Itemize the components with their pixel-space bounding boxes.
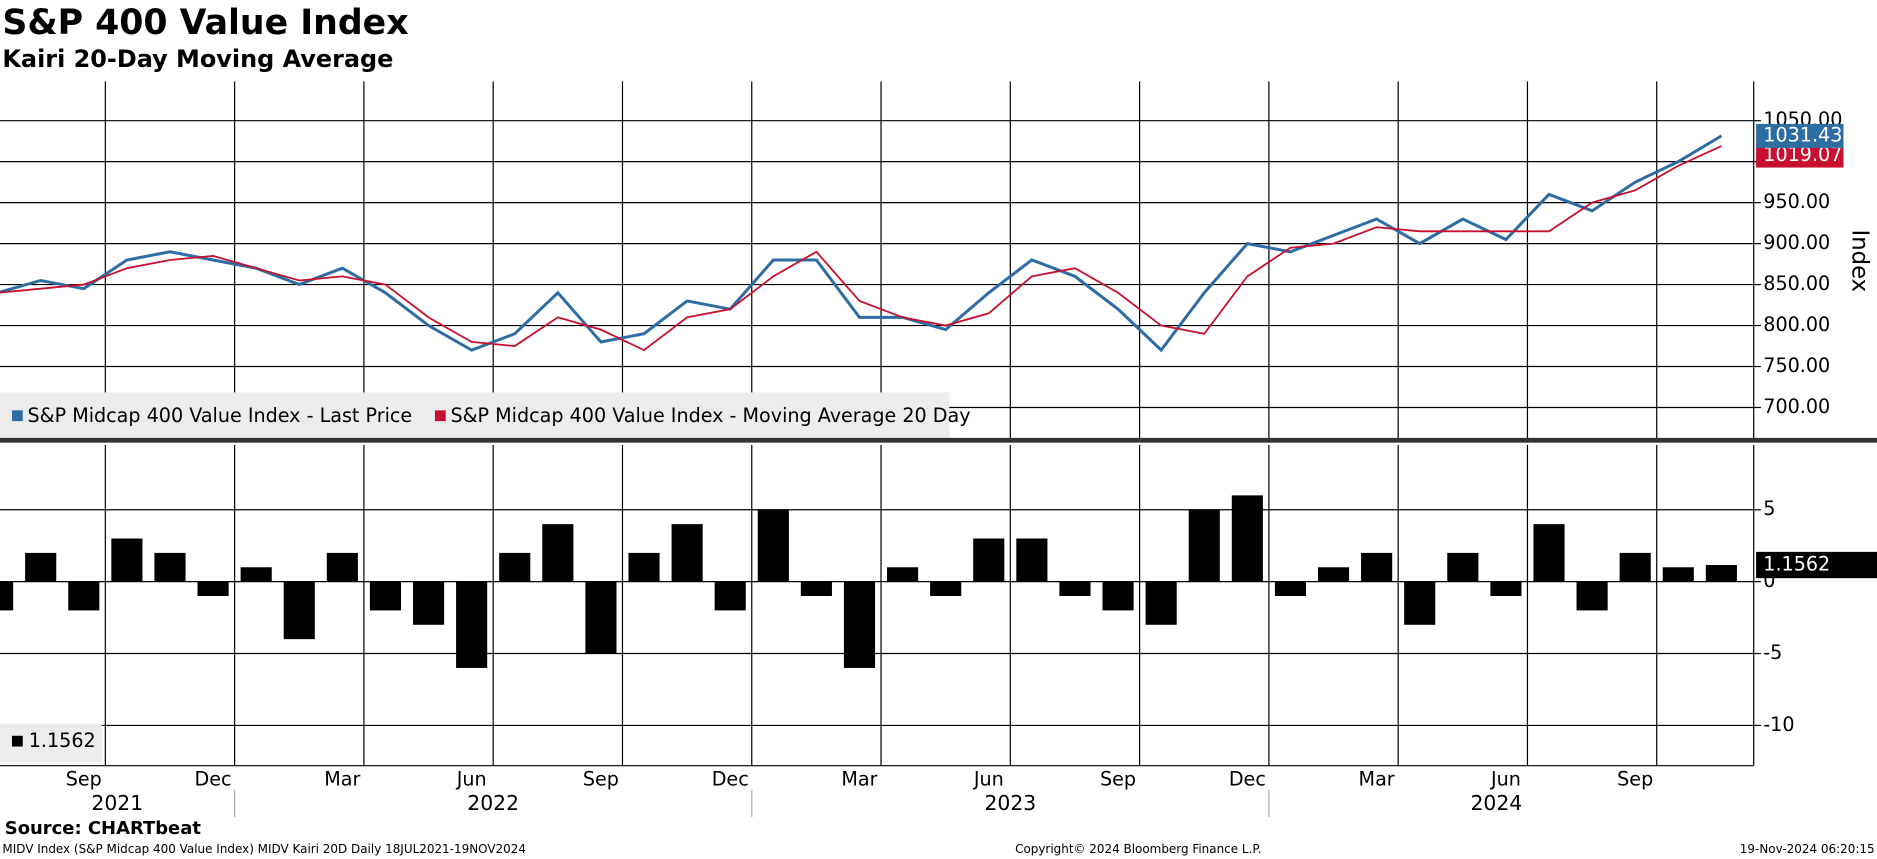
bar bbox=[1016, 538, 1048, 582]
x-tick-label: Sep bbox=[1617, 768, 1653, 791]
chart-subtitle: Kairi 20-Day Moving Average bbox=[2, 45, 393, 73]
x-tick-label: Sep bbox=[66, 768, 102, 791]
last-value-box bbox=[1756, 143, 1844, 168]
bar bbox=[887, 567, 919, 582]
bar bbox=[1059, 581, 1091, 597]
legend-swatch bbox=[434, 410, 446, 422]
y-tick-label: 800.00 bbox=[1763, 313, 1830, 336]
last-value-box bbox=[1756, 123, 1844, 148]
y-tick-label: 750.00 bbox=[1763, 354, 1830, 377]
bar bbox=[714, 581, 746, 611]
bar bbox=[1576, 581, 1608, 611]
bar bbox=[283, 581, 315, 640]
bar bbox=[628, 552, 660, 582]
legend-swatch bbox=[11, 410, 23, 422]
legend-label: 1.1562 bbox=[29, 729, 96, 752]
bar bbox=[326, 552, 358, 582]
x-tick-label: Sep bbox=[583, 768, 619, 791]
line-series bbox=[0, 134, 1723, 353]
x-tick-label: Mar bbox=[841, 768, 877, 791]
year-label: 2023 bbox=[984, 791, 1036, 815]
last-value-label: 1019.07 bbox=[1763, 143, 1842, 166]
bar bbox=[197, 581, 229, 597]
panel-separator bbox=[0, 437, 1877, 443]
legend-label: S&P Midcap 400 Value Index - Last Price bbox=[28, 404, 413, 427]
y-axis-label: Index bbox=[1847, 230, 1873, 293]
bar bbox=[1619, 552, 1651, 582]
bar bbox=[671, 524, 703, 582]
x-tick-label: Dec bbox=[712, 768, 749, 791]
bar bbox=[1274, 581, 1306, 597]
x-tick-label: Mar bbox=[1359, 768, 1395, 791]
y-tick-label: 900.00 bbox=[1763, 231, 1830, 254]
x-tick-label: Dec bbox=[195, 768, 232, 791]
bar bbox=[412, 581, 445, 625]
y-tick-label: 950.00 bbox=[1763, 190, 1830, 213]
footer-left: MIDV Index (S&P Midcap 400 Value Index) … bbox=[2, 842, 526, 856]
bar bbox=[1447, 552, 1479, 582]
bar bbox=[1662, 567, 1694, 582]
x-tick-label: Jun bbox=[456, 768, 487, 791]
x-tick-label: Sep bbox=[1100, 768, 1136, 791]
bar bbox=[1231, 495, 1263, 582]
bar bbox=[240, 567, 272, 582]
y-tick-label: 850.00 bbox=[1763, 272, 1830, 295]
bar bbox=[585, 581, 617, 654]
y-tick-label: -5 bbox=[1763, 641, 1782, 664]
legend-box bbox=[0, 392, 950, 438]
bar bbox=[800, 581, 832, 597]
x-tick-label: Mar bbox=[324, 768, 360, 791]
bar bbox=[1188, 509, 1220, 582]
bar bbox=[1533, 524, 1565, 582]
last-value-label: 1031.43 bbox=[1763, 123, 1842, 146]
x-tick-label: Jun bbox=[1490, 768, 1521, 791]
bar bbox=[1317, 567, 1350, 582]
bar bbox=[154, 552, 186, 582]
bar bbox=[1145, 581, 1177, 625]
x-tick-label: Dec bbox=[1229, 768, 1266, 791]
last-value-label: 1.1562 bbox=[1763, 553, 1830, 576]
bar bbox=[1361, 552, 1393, 582]
bar bbox=[1705, 565, 1737, 582]
bar bbox=[1404, 581, 1436, 625]
bar bbox=[456, 581, 488, 668]
bar bbox=[0, 581, 14, 611]
bar bbox=[843, 581, 876, 668]
chart-title: S&P 400 Value Index bbox=[2, 3, 408, 43]
bar bbox=[757, 509, 789, 582]
year-label: 2022 bbox=[467, 791, 519, 815]
source: Source: CHARTbeat bbox=[5, 818, 202, 839]
bar bbox=[1102, 581, 1134, 611]
y-tick-label: -10 bbox=[1763, 713, 1794, 736]
bar bbox=[25, 552, 57, 582]
legend-label: S&P Midcap 400 Value Index - Moving Aver… bbox=[450, 404, 970, 427]
footer-center: Copyright© 2024 Bloomberg Finance L.P. bbox=[1015, 842, 1261, 856]
bar bbox=[111, 538, 143, 582]
y-tick-label: 700.00 bbox=[1763, 395, 1830, 418]
legend-swatch bbox=[11, 735, 23, 747]
bar bbox=[68, 581, 100, 611]
bar bbox=[930, 581, 962, 597]
last-value-box bbox=[1756, 551, 1877, 579]
bar bbox=[369, 581, 402, 611]
bar bbox=[1490, 581, 1522, 597]
year-label: 2024 bbox=[1470, 791, 1522, 815]
year-label: 2021 bbox=[91, 791, 143, 815]
line-series bbox=[0, 145, 1722, 352]
bar bbox=[499, 552, 531, 582]
bar bbox=[542, 524, 574, 582]
x-tick-label: Jun bbox=[973, 768, 1004, 791]
footer-right: 19-Nov-2024 06:20:15 bbox=[1740, 842, 1875, 856]
y-tick-label: 5 bbox=[1763, 497, 1775, 520]
bar bbox=[973, 538, 1005, 582]
